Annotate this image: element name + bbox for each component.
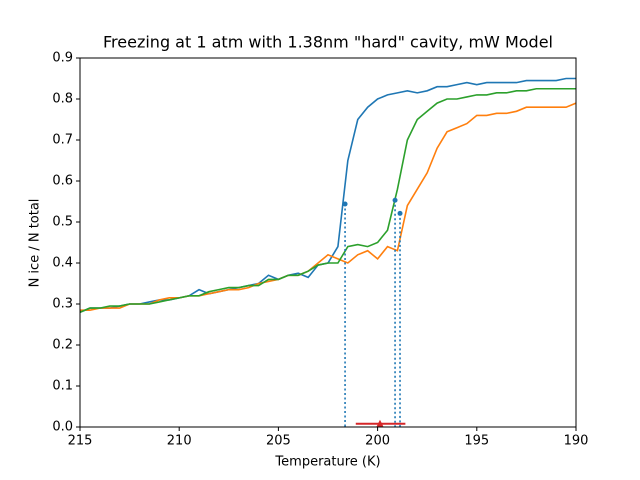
plot-frame (79, 57, 577, 428)
x-tick-label: 210 (167, 434, 192, 449)
y-tick-label: 0.3 (52, 297, 73, 312)
chart-title: Freezing at 1 atm with 1.38nm "hard" cav… (103, 33, 553, 52)
series-line (79, 87, 576, 313)
x-tick-label: 190 (564, 434, 589, 449)
x-axis-label: Temperature (K) (274, 455, 380, 470)
y-tick-label: 0.2 (52, 338, 73, 353)
point (392, 197, 398, 203)
series-line (80, 102, 577, 311)
y-tick-label: 0.8 (52, 92, 73, 107)
y-tick-label: 0.9 (52, 51, 73, 66)
point (397, 210, 403, 216)
y-tick-label: 0.6 (52, 174, 73, 189)
x-tick-label: 195 (464, 434, 489, 449)
mean-marker (376, 419, 384, 427)
x-tick-label: 200 (365, 434, 390, 449)
y-tick-label: 0.0 (52, 420, 73, 435)
y-axis-label: N ice / N total (28, 199, 43, 288)
y-tick-label: 0.1 (52, 379, 73, 394)
point (342, 201, 348, 207)
x-tick-label: 215 (68, 434, 93, 449)
y-tick-label: 0.7 (52, 133, 73, 148)
y-tick-label: 0.5 (52, 215, 73, 230)
y-tick-label: 0.4 (52, 256, 73, 271)
x-tick-label: 205 (266, 434, 291, 449)
